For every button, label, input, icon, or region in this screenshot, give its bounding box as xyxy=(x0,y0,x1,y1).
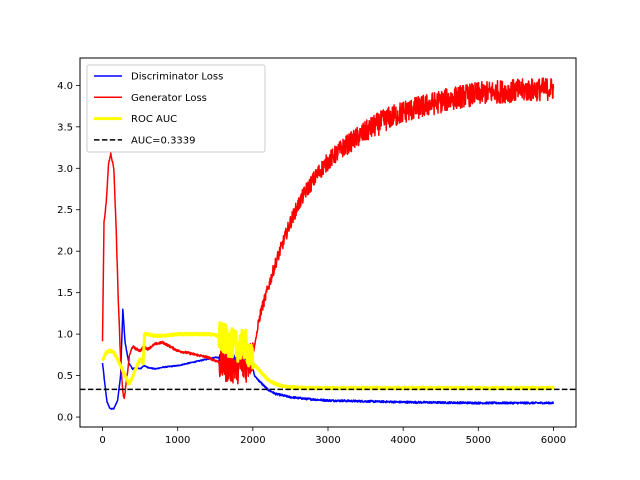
axis-ticks: 0 1000 2000 3000 4000 5000 6000 0.0 0.5 1.0 1.5 2.0… xyxy=(57,81,566,446)
y-tick-label: 4.0 xyxy=(57,81,73,92)
x-tick-label: 6000 xyxy=(541,435,566,446)
x-tick-label: 0 xyxy=(99,435,105,446)
plot-area xyxy=(80,77,576,410)
legend-box xyxy=(86,64,266,153)
x-tick-label: 4000 xyxy=(390,435,415,446)
y-tick-label: 3.0 xyxy=(57,164,73,175)
x-tick-label: 1000 xyxy=(165,435,190,446)
series-roc-auc-line xyxy=(101,321,555,391)
y-tick-label: 2.5 xyxy=(57,205,73,216)
y-tick-label: 3.5 xyxy=(57,122,73,133)
x-tick-label: 3000 xyxy=(315,435,340,446)
x-tick-label: 2000 xyxy=(240,435,265,446)
y-tick-label: 0.0 xyxy=(57,413,73,424)
legend: Discriminator Loss Generator Loss ROC AUC A… xyxy=(86,64,266,153)
x-tick-label: 5000 xyxy=(466,435,491,446)
y-tick-label: 1.0 xyxy=(57,330,73,341)
legend-label: ROC AUC xyxy=(131,114,177,125)
legend-label: Discriminator Loss xyxy=(131,72,223,83)
legend-label: AUC=0.3339 xyxy=(131,135,196,146)
series-discriminator-loss-line xyxy=(101,308,555,410)
y-tick-label: 0.5 xyxy=(57,371,73,382)
y-tick-label: 1.5 xyxy=(57,288,73,299)
y-tick-label: 2.0 xyxy=(57,247,73,258)
legend-label: Generator Loss xyxy=(131,93,207,104)
series-generator-loss-line xyxy=(101,77,555,400)
